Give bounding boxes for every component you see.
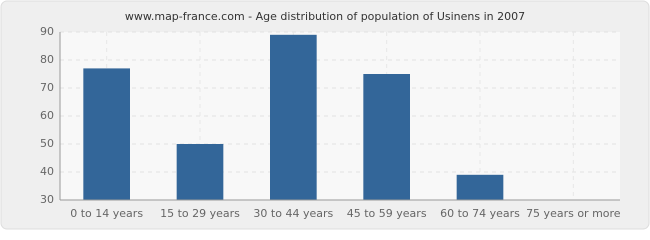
x-tick-label: 30 to 44 years [253, 207, 333, 220]
x-tick-label: 75 years or more [526, 207, 621, 220]
bar [456, 174, 504, 200]
x-tick-label: 45 to 59 years [347, 207, 427, 220]
bar [83, 68, 130, 201]
bar [270, 34, 317, 200]
y-tick-label: 80 [40, 53, 54, 66]
y-tick-label: 30 [40, 193, 54, 206]
bar [176, 144, 224, 200]
chart-title: www.map-france.com - Age distribution of… [125, 10, 525, 23]
y-tick-label: 90 [40, 25, 54, 38]
x-tick-label: 0 to 14 years [70, 207, 143, 220]
y-tick-label: 50 [40, 137, 54, 150]
y-tick-label: 40 [40, 165, 54, 178]
chart: www.map-france.com - Age distribution of… [0, 0, 650, 230]
y-tick-label: 70 [40, 81, 54, 94]
x-tick-label: 15 to 29 years [160, 207, 240, 220]
bar [363, 74, 410, 200]
y-tick-label: 60 [40, 109, 54, 122]
x-tick-label: 60 to 74 years [440, 207, 520, 220]
